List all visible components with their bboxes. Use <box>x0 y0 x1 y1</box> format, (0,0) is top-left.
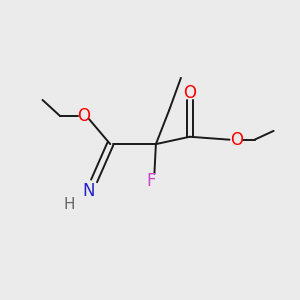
Text: O: O <box>183 84 196 102</box>
Text: N: N <box>82 182 94 200</box>
Text: O: O <box>230 131 243 149</box>
Text: F: F <box>147 172 156 190</box>
Text: O: O <box>77 107 90 125</box>
Text: H: H <box>63 197 75 212</box>
